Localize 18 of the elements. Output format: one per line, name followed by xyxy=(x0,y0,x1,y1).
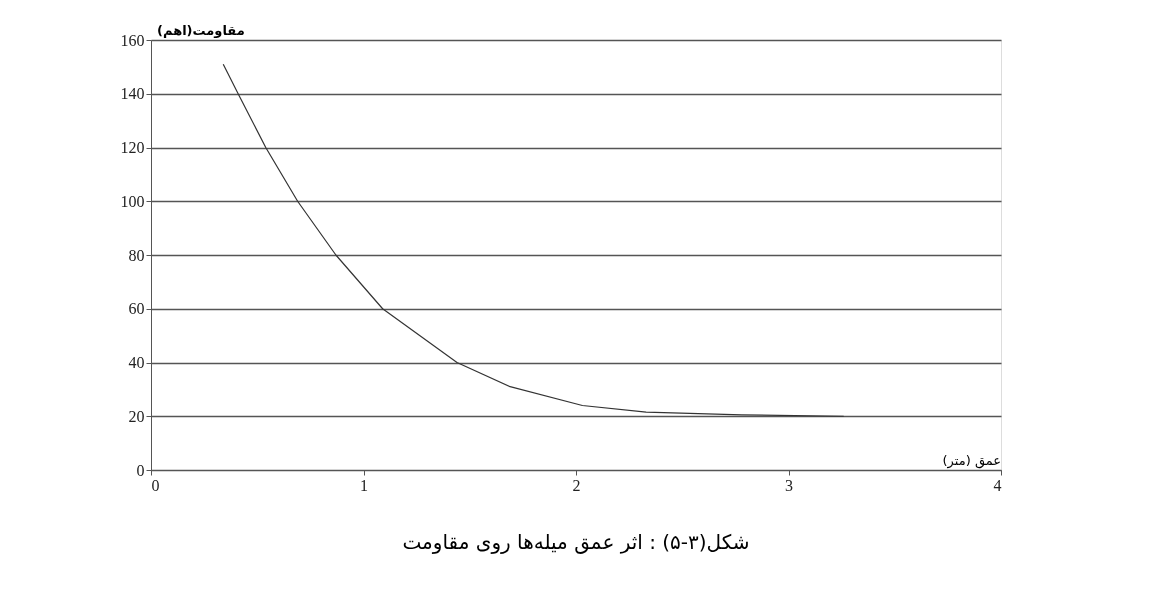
y-tick-label: 20 xyxy=(128,407,145,425)
line-series xyxy=(222,63,845,417)
x-axis-title: عمق (متر) xyxy=(942,453,1001,469)
y-tick-label: 40 xyxy=(128,354,145,371)
x-tick-label: 2 xyxy=(572,476,581,494)
x-tick-label: 0 xyxy=(151,476,160,494)
x-tick-label: 1 xyxy=(360,476,368,494)
y-tick-label: 60 xyxy=(128,300,145,318)
y-tick-label: 120 xyxy=(120,139,145,156)
x-tick-label: 3 xyxy=(785,476,793,494)
y-tick-label: 80 xyxy=(128,246,145,264)
y-tick-label: 0 xyxy=(136,461,145,479)
text: شکل(۳-۵) : اثر عمق میله‌ها روی مقاومت xyxy=(402,530,750,554)
x-tick-label: 4 xyxy=(993,476,1002,494)
y-tick-label: 160 xyxy=(120,31,145,49)
y-tick-label: 140 xyxy=(120,85,145,103)
y-tick-label: 100 xyxy=(120,192,145,210)
y-axis-title: مقاومت(اهم) xyxy=(157,23,245,38)
